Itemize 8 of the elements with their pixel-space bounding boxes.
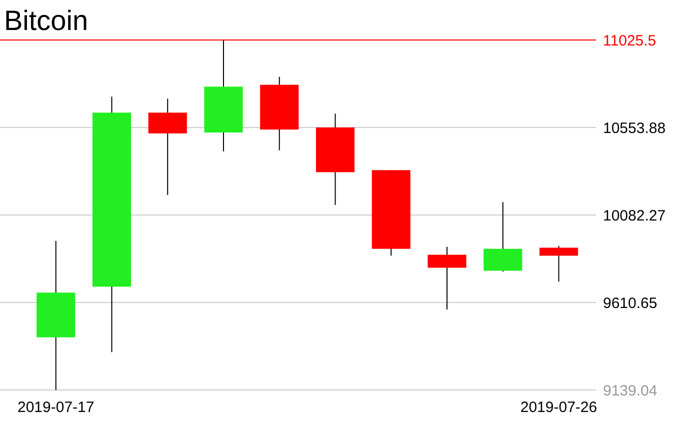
y-tick-label: 9610.65	[603, 294, 658, 312]
y-tick-label: 9139.04	[603, 382, 658, 400]
chart-title: Bitcoin	[4, 5, 88, 36]
y-tick-label: 10082.27	[603, 207, 666, 224]
x-tick-label: 2019-07-17	[18, 399, 94, 416]
y-tick-label: 10553.88	[603, 120, 666, 137]
ref-line-label: 11025.5	[603, 32, 656, 50]
x-tick-label: 2019-07-26	[520, 399, 598, 416]
